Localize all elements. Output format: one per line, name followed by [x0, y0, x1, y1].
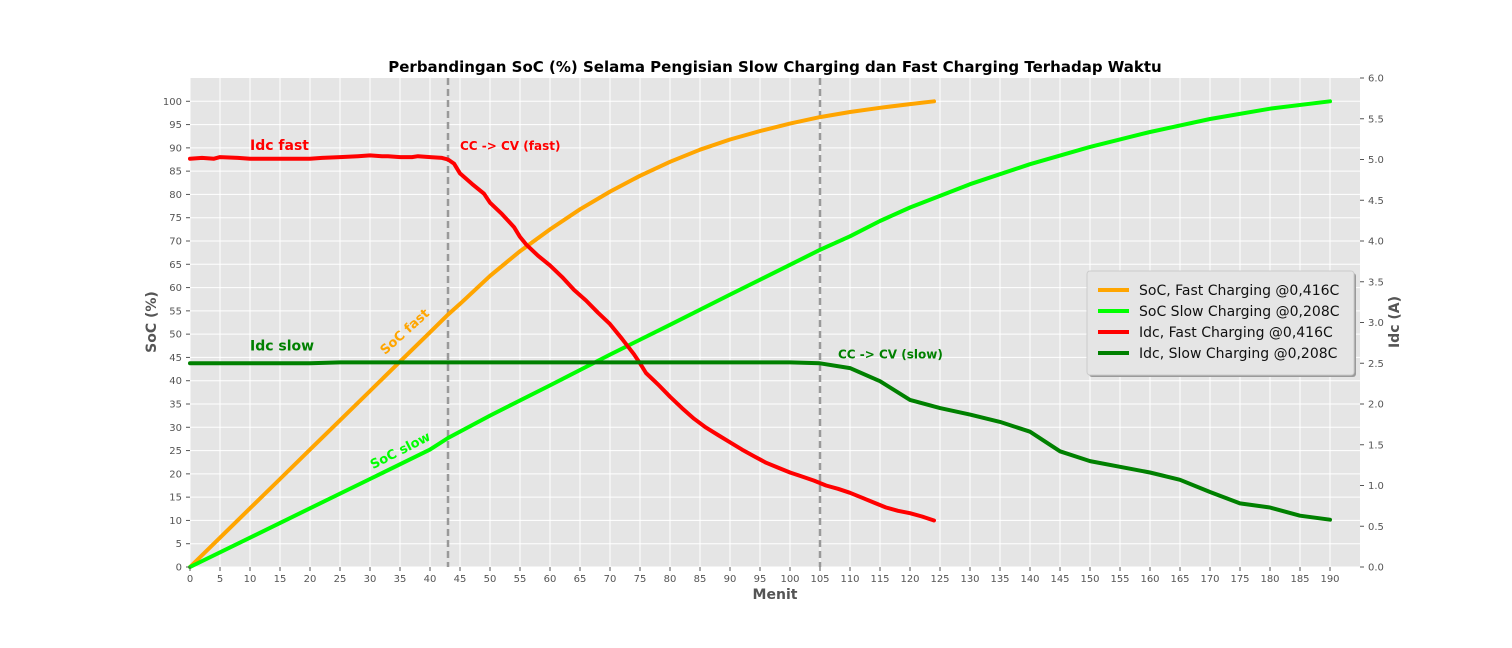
- y-right-axis-label: Idc (A): [1387, 296, 1403, 348]
- y-right-tick-label: 1.0: [1368, 481, 1384, 492]
- legend-entry: SoC Slow Charging @0,208C: [1139, 304, 1340, 320]
- series-line: [188, 360, 1332, 522]
- chart-title: Perbandingan SoC (%) Selama Pengisian Sl…: [388, 58, 1162, 76]
- y-right-tick-label: 6.0: [1368, 74, 1384, 85]
- x-tick-label: 130: [960, 574, 979, 585]
- y-left-tick-label: 35: [169, 400, 182, 411]
- y-right-tick-label: 1.5: [1368, 440, 1384, 451]
- y-left-tick-label: 15: [169, 493, 182, 504]
- x-tick-label: 0: [187, 574, 193, 585]
- x-tick-label: 150: [1080, 574, 1099, 585]
- y-right-tick-label: 2.5: [1368, 359, 1384, 370]
- y-left-tick-label: 65: [169, 260, 182, 271]
- series-lines: [188, 99, 1332, 569]
- x-tick-label: 165: [1170, 574, 1189, 585]
- transition-label: CC -> CV (fast): [460, 139, 560, 153]
- x-tick-label: 95: [754, 574, 767, 585]
- y-right-tick-label: 0.0: [1368, 563, 1384, 574]
- x-tick-label: 110: [840, 574, 859, 585]
- x-tick-label: 55: [514, 574, 527, 585]
- annotation-label: Idc fast: [250, 138, 309, 154]
- y-left-tick-label: 5: [176, 539, 182, 550]
- legend: SoC, Fast Charging @0,416C SoC Slow Charg…: [1086, 270, 1356, 377]
- x-tick-label: 40: [424, 574, 437, 585]
- y-right-tick-label: 3.0: [1368, 318, 1384, 329]
- x-tick-label: 145: [1050, 574, 1069, 585]
- legend-entry: Idc, Slow Charging @0,208C: [1139, 346, 1338, 362]
- x-tick-label: 90: [724, 574, 737, 585]
- x-tick-label: 65: [574, 574, 587, 585]
- x-tick-label: 105: [810, 574, 829, 585]
- x-tick-label: 35: [394, 574, 407, 585]
- x-tick-label: 135: [990, 574, 1009, 585]
- x-tick-label: 20: [304, 574, 317, 585]
- y-right-tick-label: 4.0: [1368, 237, 1384, 248]
- y-left-tick-label: 10: [169, 516, 182, 527]
- y-left-tick-label: 55: [169, 306, 182, 317]
- legend-entry: SoC, Fast Charging @0,416C: [1139, 283, 1340, 299]
- x-tick-label: 155: [1110, 574, 1129, 585]
- x-tick-label: 170: [1200, 574, 1219, 585]
- y-left-tick-label: 85: [169, 167, 182, 178]
- y-right-tick-label: 5.0: [1368, 155, 1384, 166]
- y-left-tick-label: 40: [169, 376, 182, 387]
- x-tick-label: 115: [870, 574, 889, 585]
- x-tick-label: 75: [634, 574, 647, 585]
- x-tick-label: 60: [544, 574, 557, 585]
- x-tick-label: 180: [1260, 574, 1279, 585]
- x-tick-label: 125: [930, 574, 949, 585]
- y-left-tick-label: 80: [169, 190, 182, 201]
- y-left-tick-label: 70: [169, 237, 182, 248]
- y-left-tick-label: 45: [169, 353, 182, 364]
- x-tick-label: 175: [1230, 574, 1249, 585]
- x-tick-labels: 0 5 10 15 20 25 30 35 40 45 50 55 60 65 70 75 80 85 90 95 10…: [187, 567, 1340, 585]
- series-line: [188, 153, 936, 523]
- y-right-tick-label: 5.5: [1368, 114, 1384, 125]
- series-line: [188, 99, 1332, 569]
- x-tick-label: 80: [664, 574, 677, 585]
- x-tick-label: 160: [1140, 574, 1159, 585]
- y-left-tick-label: 30: [169, 423, 182, 434]
- y-left-axis-label: SoC (%): [144, 291, 160, 353]
- x-tick-label: 140: [1020, 574, 1039, 585]
- y-right-tick-label: 0.5: [1368, 522, 1384, 533]
- y-left-tick-label: 25: [169, 446, 182, 457]
- x-tick-label: 100: [780, 574, 799, 585]
- x-tick-label: 45: [454, 574, 467, 585]
- transition-label: CC -> CV (slow): [838, 347, 943, 361]
- x-tick-label: 30: [364, 574, 377, 585]
- x-tick-label: 5: [217, 574, 223, 585]
- y-left-tick-labels: 0 5 10 15 20 25 30 35 40 45 50 55 60 65 70 75 80 85 90 95 10…: [163, 97, 190, 574]
- x-axis-label: Menit: [753, 587, 798, 603]
- x-tick-label: 185: [1290, 574, 1309, 585]
- series-line: [188, 99, 936, 569]
- y-left-tick-label: 75: [169, 213, 182, 224]
- x-tick-label: 85: [694, 574, 707, 585]
- annotation-label: Idc slow: [250, 338, 314, 354]
- y-right-tick-label: 4.5: [1368, 196, 1384, 207]
- x-tick-label: 120: [900, 574, 919, 585]
- legend-entry: Idc, Fast Charging @0,416C: [1139, 325, 1333, 341]
- y-left-tick-label: 95: [169, 120, 182, 131]
- y-left-tick-label: 90: [169, 143, 182, 154]
- y-left-tick-label: 50: [169, 330, 182, 341]
- legend-box: [1086, 270, 1355, 376]
- y-left-tick-label: 60: [169, 283, 182, 294]
- x-tick-label: 190: [1320, 574, 1339, 585]
- x-tick-label: 25: [334, 574, 347, 585]
- x-tick-label: 10: [244, 574, 257, 585]
- x-tick-label: 50: [484, 574, 497, 585]
- y-left-tick-label: 20: [169, 469, 182, 480]
- y-right-tick-label: 2.0: [1368, 400, 1384, 411]
- x-tick-label: 70: [604, 574, 617, 585]
- y-right-tick-label: 3.5: [1368, 277, 1384, 288]
- y-left-tick-label: 100: [163, 97, 182, 108]
- y-left-tick-label: 0: [176, 563, 182, 574]
- x-tick-label: 15: [274, 574, 287, 585]
- y-right-tick-labels: 0.0 0.5 1.0 1.5 2.0 2.5 3.0 3.5 4.0 4.5 5.0 5.5 6.0: [1360, 74, 1384, 574]
